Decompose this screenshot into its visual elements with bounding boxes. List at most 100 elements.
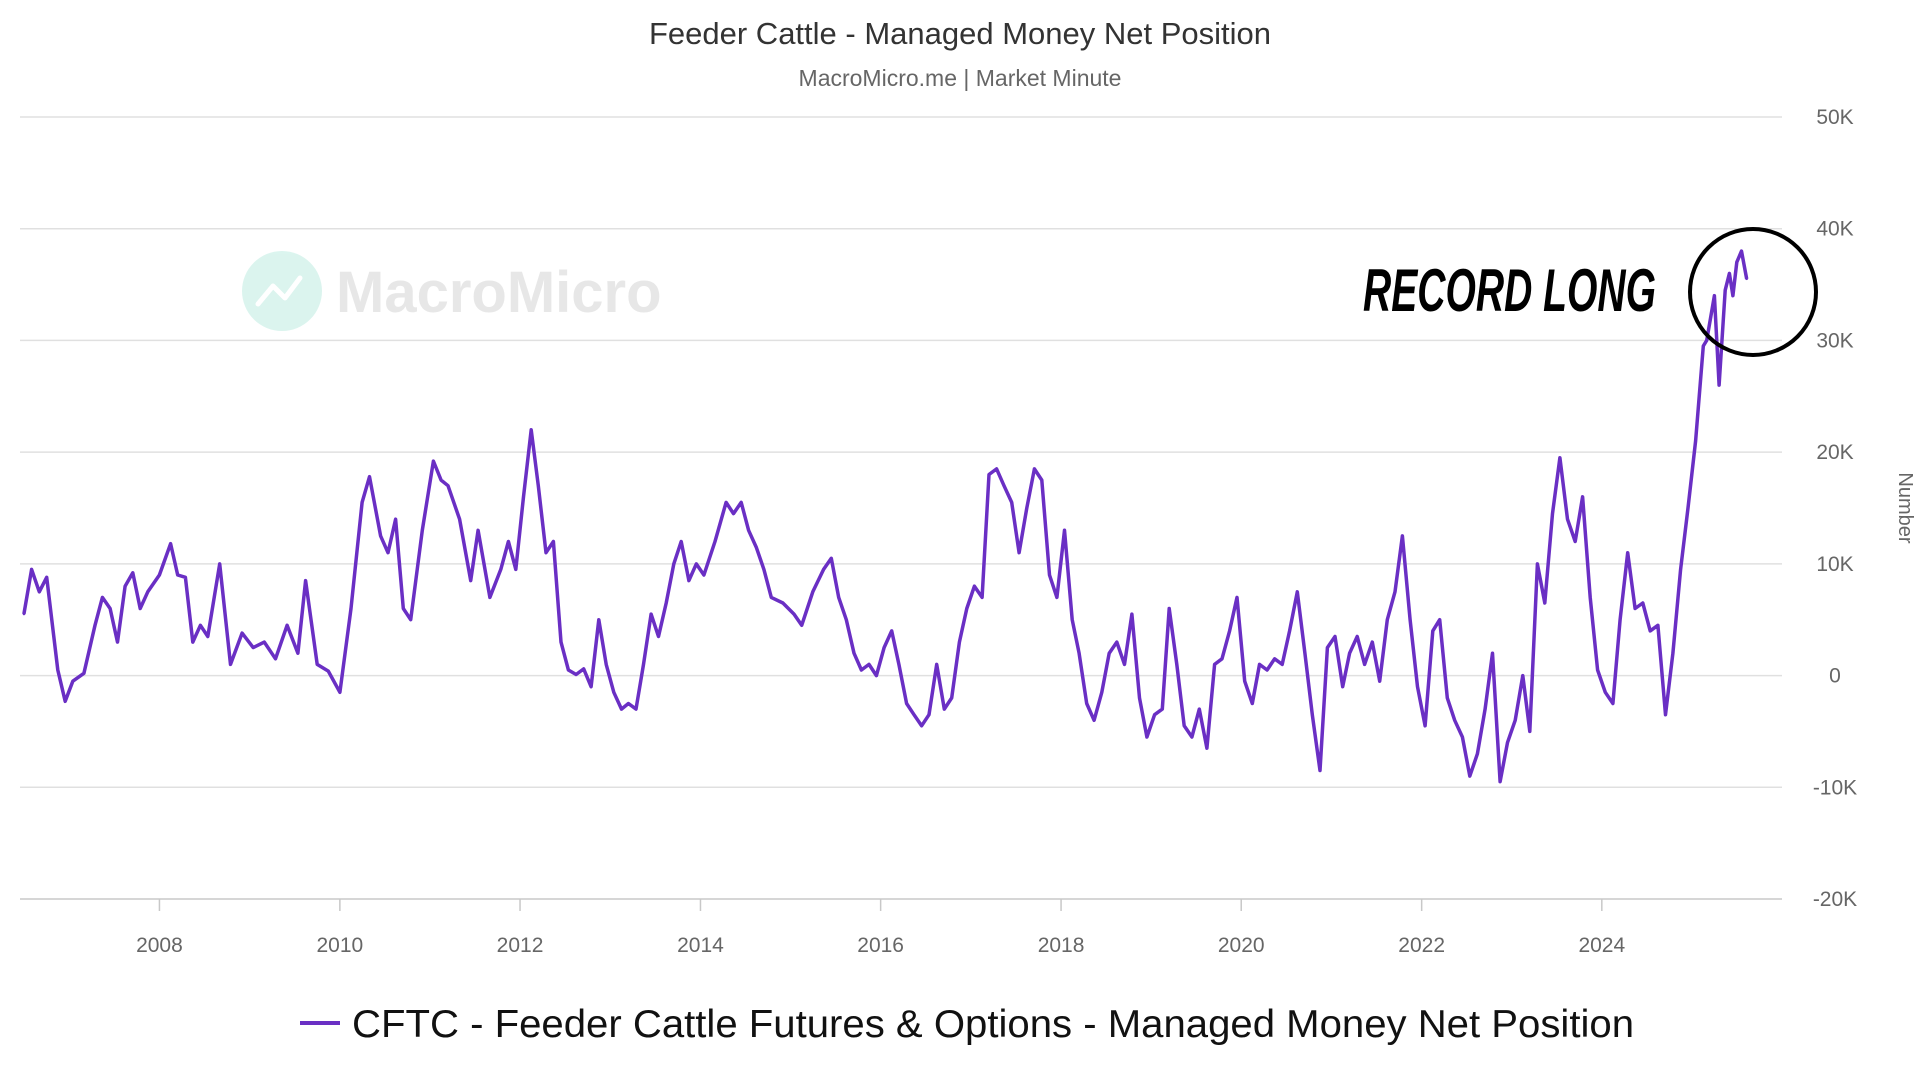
data-point <box>368 475 371 478</box>
data-point <box>240 631 244 635</box>
data-point <box>82 672 86 675</box>
data-point <box>1506 741 1509 744</box>
data-point <box>537 484 540 487</box>
data-point <box>1566 517 1569 521</box>
data-point <box>499 568 502 571</box>
data-point <box>920 724 923 728</box>
legend-label: CFTC - Feeder Cattle Futures & Options -… <box>352 1003 1634 1046</box>
y-axis-title: Number <box>1894 472 1916 543</box>
watermark-text: MacroMicro <box>336 260 662 325</box>
data-point <box>1025 506 1028 510</box>
data-point <box>1423 724 1427 728</box>
data-point <box>1010 501 1013 504</box>
x-axis-tick-labels: 2008 2010 2012 2014 2016 2018 2020 2022 2024 <box>136 899 1626 957</box>
y-tick-label: -10K <box>1813 776 1857 799</box>
data-point <box>1070 618 1074 621</box>
data-point <box>657 635 660 638</box>
data-point <box>1063 529 1066 532</box>
data-point <box>1213 663 1216 666</box>
data-point <box>1100 691 1103 694</box>
data-point <box>1333 635 1337 638</box>
data-point <box>724 501 728 504</box>
data-point <box>379 534 382 538</box>
data-point <box>507 540 510 543</box>
data-point <box>1664 713 1667 716</box>
data-point <box>1371 640 1374 644</box>
data-point <box>664 601 668 605</box>
watermark-logo-icon <box>242 251 322 331</box>
data-point <box>1055 596 1059 599</box>
data-point <box>1296 590 1299 593</box>
y-tick-label: 20K <box>1816 441 1853 464</box>
data-point <box>1311 713 1314 716</box>
data-point <box>458 517 461 521</box>
data-point <box>597 618 600 621</box>
x-tick-label: 2016 <box>857 934 904 957</box>
data-point <box>1265 668 1269 672</box>
data-point <box>1273 657 1276 661</box>
data-point <box>56 668 59 672</box>
data-point <box>1468 774 1471 778</box>
data-point <box>1138 696 1141 700</box>
data-point <box>845 618 848 621</box>
data-point <box>1528 730 1531 733</box>
legend: CFTC - Feeder Cattle Futures & Options -… <box>300 1003 1634 1046</box>
data-point <box>1092 719 1096 722</box>
data-point <box>582 667 585 671</box>
y-axis-tick-labels: 50K 40K 30K 20K 10K 0 -10K -20K <box>1813 106 1857 911</box>
y-tick-label: 30K <box>1816 329 1853 352</box>
data-point <box>1401 534 1404 538</box>
data-point <box>191 640 194 644</box>
data-point <box>1145 735 1149 739</box>
data-point <box>63 700 67 703</box>
data-point <box>1378 679 1381 683</box>
data-point <box>837 596 840 599</box>
data-point <box>1235 596 1239 599</box>
data-point <box>965 607 968 610</box>
data-point <box>1190 735 1194 739</box>
series-line-managed-money-net-position <box>22 249 1749 784</box>
data-point <box>206 635 210 638</box>
data-point <box>739 501 743 504</box>
data-point <box>755 545 758 549</box>
data-point <box>770 596 773 599</box>
y-tick-label: 50K <box>1816 106 1853 129</box>
data-point <box>1649 629 1652 633</box>
data-point <box>123 585 127 588</box>
data-point <box>1740 249 1743 253</box>
data-point <box>559 640 563 644</box>
y-tick-label: 40K <box>1816 218 1853 241</box>
data-point <box>218 562 221 566</box>
data-point <box>897 663 901 666</box>
y-tick-label: 10K <box>1816 553 1853 576</box>
data-point <box>439 478 443 482</box>
data-point <box>830 557 833 560</box>
data-point <box>1745 277 1748 281</box>
data-point <box>852 652 856 655</box>
data-point <box>315 663 319 666</box>
watermark: MacroMicro <box>242 251 662 331</box>
data-point <box>514 568 518 571</box>
data-point <box>1498 780 1502 783</box>
data-point <box>446 484 450 487</box>
data-point <box>1679 568 1682 571</box>
data-point <box>199 624 202 627</box>
data-point <box>93 624 97 627</box>
y-tick-label: 0 <box>1829 665 1841 688</box>
data-point <box>1735 261 1739 264</box>
data-point <box>229 663 232 666</box>
data-point <box>1713 294 1716 297</box>
data-point <box>349 607 353 610</box>
data-point <box>394 517 397 521</box>
data-point <box>1243 679 1246 683</box>
data-point <box>71 679 75 683</box>
data-point <box>263 640 266 644</box>
data-point <box>1626 551 1629 554</box>
data-point <box>762 568 766 571</box>
data-point <box>1220 657 1224 661</box>
data-point <box>138 607 142 610</box>
data-point <box>1167 607 1171 610</box>
data-point <box>973 585 976 588</box>
data-point <box>116 640 119 644</box>
